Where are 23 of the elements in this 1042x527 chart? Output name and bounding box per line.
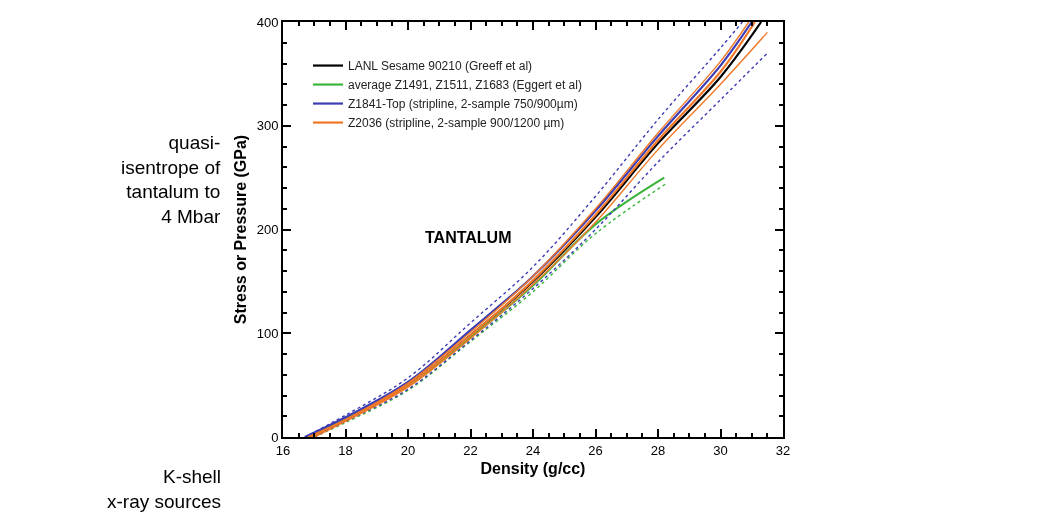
y-tick-label: 400 bbox=[256, 14, 279, 30]
annotation: TANTALUM bbox=[425, 229, 512, 246]
x-tick-label: 16 bbox=[275, 442, 291, 458]
y-tick-label: 200 bbox=[256, 222, 279, 238]
y-tick-label: 0 bbox=[271, 429, 279, 445]
x-tick-label: 30 bbox=[713, 442, 728, 458]
legend-label: average Z1491, Z1511, Z1683 (Eggert et al) bbox=[348, 78, 582, 93]
x-tick-label: 28 bbox=[650, 442, 666, 458]
text: K-shell x-ray sources bbox=[107, 466, 222, 512]
y-axis-title: Stress or Pressure (GPa) bbox=[232, 134, 250, 325]
x-axis-title: Density (g/cc) bbox=[480, 459, 586, 477]
x-tick-label: 26 bbox=[588, 442, 603, 458]
y-tick-label: 100 bbox=[256, 325, 279, 341]
x-tick-label: 32 bbox=[775, 442, 791, 458]
x-tick-label: 22 bbox=[463, 442, 478, 458]
legend-label: LANL Sesame 90210 (Greeff et al) bbox=[348, 59, 533, 74]
legend-label: Z2036 (stripline, 2-sample 900/1200 µm) bbox=[348, 116, 565, 131]
x-tick-label: 18 bbox=[338, 442, 353, 458]
x-tick-label: 20 bbox=[400, 442, 416, 458]
text: quasi- isentrope of tantalum to 4 Mbar bbox=[121, 132, 222, 228]
legend-label: Z1841-Top (stripline, 2-sample 750/900µm) bbox=[348, 97, 578, 112]
x-tick-label: 24 bbox=[525, 442, 541, 458]
y-tick-label: 300 bbox=[256, 118, 279, 134]
